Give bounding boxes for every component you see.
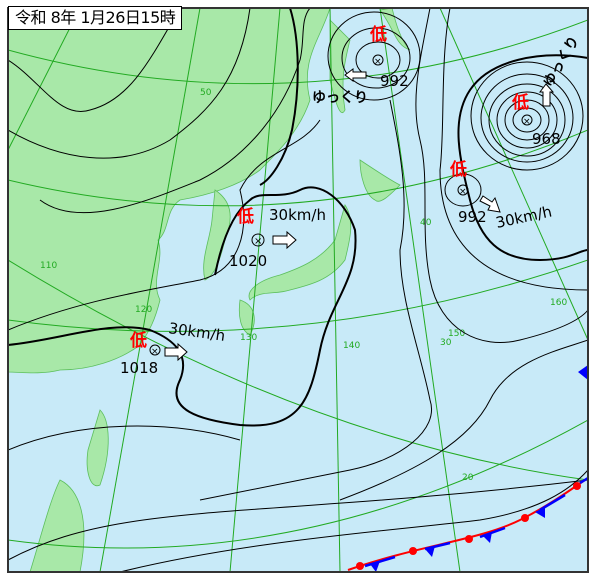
pressure-value: 1018 (120, 359, 158, 377)
svg-text:×: × (151, 347, 159, 357)
low-pressure-992-north: 低 × 992 ゆっくり (312, 24, 409, 106)
arrow-southeast-icon (479, 195, 501, 213)
svg-text:×: × (523, 117, 531, 127)
grid-label-lat: 40 (420, 218, 432, 228)
map-title: 令和 8年 1月26日15時 (8, 6, 183, 30)
low-label: 低 (129, 330, 147, 351)
low-label: 低 (449, 159, 467, 180)
svg-text:×: × (374, 57, 382, 67)
low-label: 低 (369, 24, 387, 45)
pressure-value: 992 (380, 72, 409, 90)
arrow-north-icon (539, 83, 555, 107)
pressure-value: 992 (458, 208, 487, 226)
grid-label-lon: 160 (550, 298, 567, 308)
arrow-west-icon (344, 68, 367, 82)
pressure-systems: 低 × 992 ゆっくり 低 × 968 ゆっくり 低 × 992 30km/h… (120, 24, 583, 377)
arrow-east-icon (164, 342, 188, 362)
motion-label: ゆっくり (312, 90, 368, 106)
land (8, 8, 411, 572)
grid-label-lat: 30 (440, 338, 452, 348)
grid-label-lon: 110 (40, 261, 57, 271)
grid-label-lon: 140 (343, 341, 360, 351)
svg-text:×: × (254, 236, 262, 247)
low-center-icon (251, 233, 265, 247)
low-pressure-1020: 低 × 1020 30km/h (229, 206, 326, 270)
stationary-front (347, 365, 588, 572)
low-center-icon (149, 344, 161, 356)
arrow-east-icon (272, 230, 297, 250)
grid-label-lon: 150 (448, 329, 465, 339)
low-center-icon (372, 54, 384, 66)
low-label: 低 (236, 206, 254, 227)
low-label: 低 (511, 92, 529, 113)
low-center-icon (457, 184, 469, 196)
pressure-value: 1020 (229, 252, 267, 270)
low-center-icon (521, 114, 533, 126)
grid-label-lat: 20 (462, 473, 474, 483)
grid-label-lon: 130 (240, 333, 257, 343)
grid-label-lat: 50 (200, 88, 212, 98)
thick-isobars (8, 8, 588, 427)
map-border (7, 7, 589, 573)
isobars (8, 8, 588, 572)
motion-label: 30km/h (269, 206, 326, 224)
grid-label-lon: 120 (135, 305, 152, 315)
svg-text:×: × (459, 187, 467, 197)
pressure-value: 968 (532, 130, 561, 148)
